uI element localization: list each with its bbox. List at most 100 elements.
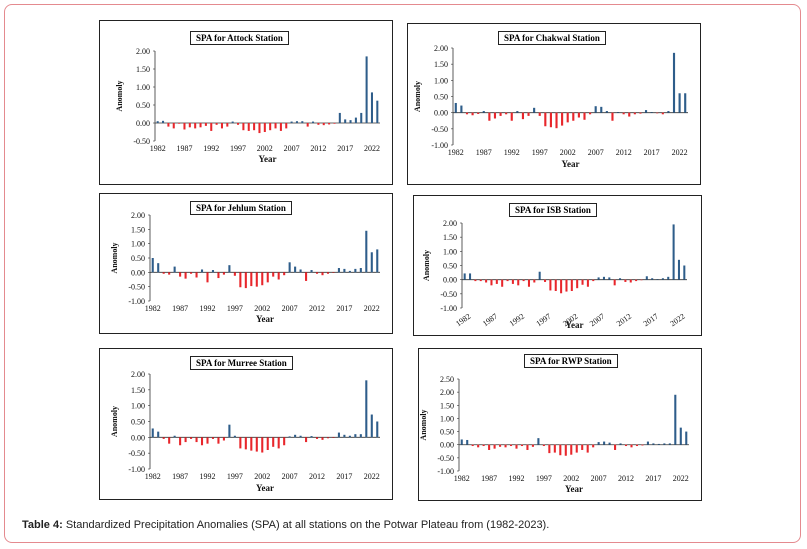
chart-panel-murree: 2.00 1.50 1.00 0.50 0.00 -0.50 -1.00 Anomoly 198…	[99, 348, 393, 500]
bar	[674, 394, 677, 445]
bar	[538, 112, 541, 116]
y-tick-label: 2.00	[131, 211, 145, 220]
bar	[499, 444, 502, 447]
y-tick-label: -0.50	[431, 125, 448, 134]
y-axis-label: Anomoly	[110, 242, 119, 273]
bar	[200, 269, 204, 273]
bar	[321, 272, 324, 276]
bar	[499, 112, 502, 116]
bar	[233, 435, 236, 438]
bar	[679, 427, 682, 445]
y-tick-label: 1.00	[131, 240, 145, 249]
bar	[210, 123, 213, 131]
bar	[474, 279, 477, 282]
bar	[482, 444, 485, 447]
x-tick-label: 2007	[588, 148, 604, 157]
y-tick-label: -1.00	[431, 141, 448, 150]
bar	[376, 249, 379, 273]
x-tick-label: 2022	[668, 312, 686, 329]
bar	[589, 112, 592, 115]
bar	[332, 272, 335, 273]
bar	[239, 272, 242, 288]
y-axis-label: Anomoly	[413, 81, 422, 112]
bar	[200, 437, 204, 446]
bar	[222, 272, 225, 275]
bar	[261, 272, 264, 286]
bar	[310, 270, 313, 273]
x-tick-label: 1982	[454, 474, 470, 483]
bar	[614, 444, 617, 450]
bar	[244, 437, 247, 450]
bar	[179, 272, 182, 277]
bar	[617, 112, 620, 113]
bar	[663, 443, 666, 445]
y-tick-label: 0.00	[434, 109, 448, 118]
bar	[255, 437, 258, 452]
chart-svg: 2.00 1.50 1.00 0.50 0.00 -0.50 Anomoly 1982 1987…	[115, 47, 380, 164]
bar	[527, 112, 530, 116]
y-tick-label: 0.00	[440, 441, 454, 450]
x-tick-label: 1982	[448, 148, 464, 157]
bar	[667, 111, 670, 113]
bar	[228, 424, 231, 438]
y-tick-label: 1.00	[131, 402, 145, 411]
bar	[592, 279, 595, 282]
bar	[490, 279, 493, 286]
bar	[493, 444, 496, 449]
x-tick-label: 1992	[200, 472, 216, 481]
bar	[509, 444, 513, 447]
bar	[577, 112, 580, 118]
y-tick-label: -0.50	[128, 449, 145, 458]
bar	[650, 112, 653, 113]
bar	[526, 444, 529, 450]
bar	[466, 439, 469, 445]
bar	[581, 279, 584, 285]
bar	[516, 111, 519, 113]
bar	[217, 437, 220, 444]
bar	[173, 266, 176, 273]
bar	[162, 272, 165, 274]
bar	[343, 268, 346, 273]
x-axis-label: Year	[566, 320, 584, 330]
y-axis-label: Anomoly	[422, 250, 431, 281]
bar	[553, 444, 556, 453]
bar	[668, 443, 671, 445]
x-tick-label: 2007	[284, 144, 300, 153]
bar	[640, 279, 643, 281]
bar	[288, 436, 291, 438]
bar	[469, 273, 472, 280]
y-tick-label: -0.50	[440, 290, 457, 299]
bar	[326, 437, 330, 439]
y-tick-label: 2.00	[136, 47, 150, 56]
bar	[463, 273, 466, 280]
bar	[570, 279, 573, 291]
x-tick-label: 2012	[616, 148, 632, 157]
x-tick-label: 1987	[172, 304, 188, 313]
bar	[549, 112, 552, 128]
bar	[211, 437, 215, 439]
bar	[365, 380, 368, 438]
y-tick-label: 1.00	[443, 247, 457, 256]
bar	[365, 230, 368, 273]
bar	[520, 444, 524, 447]
bar	[354, 117, 357, 123]
bar	[220, 123, 223, 129]
bar	[656, 112, 659, 114]
bar	[326, 272, 330, 274]
bar	[237, 123, 240, 125]
bar	[522, 279, 525, 282]
caption-label: Table 4:	[22, 519, 63, 531]
bar	[269, 123, 272, 131]
bar	[279, 123, 282, 131]
bar	[184, 437, 187, 443]
x-tick-label: 1987	[481, 312, 499, 329]
bar	[348, 270, 351, 273]
bar	[510, 112, 513, 121]
bar	[332, 437, 335, 438]
bar	[231, 121, 234, 123]
bar	[479, 279, 482, 282]
bar	[622, 112, 625, 115]
x-tick-label: 2007	[282, 472, 298, 481]
y-tick-label: 1.00	[136, 83, 150, 92]
bar	[317, 123, 320, 125]
